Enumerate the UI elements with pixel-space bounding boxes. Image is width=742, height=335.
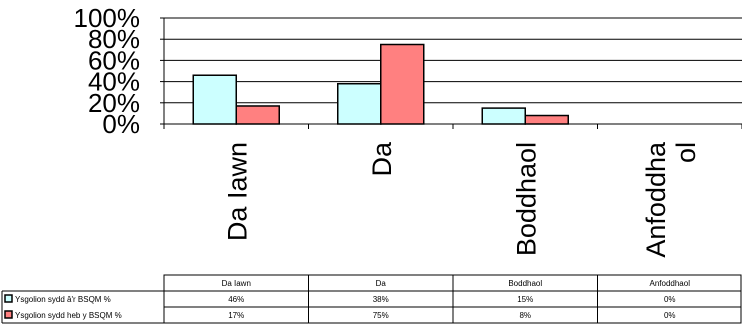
x-category-label: ol [671,142,701,163]
table-header-cell: Da Iawn [222,279,251,288]
y-tick-label: 100% [74,3,141,33]
y-tick-label: 60% [88,45,140,75]
table-value-cell: 8% [519,311,531,320]
gridlines [164,17,742,104]
y-tick-label: 20% [88,88,140,118]
table-value-cell: 38% [373,295,389,304]
table-value-cell: 46% [228,295,244,304]
y-tick-label: 40% [88,67,140,97]
y-tick-label: 80% [88,24,140,54]
bar-without-bsqm [235,105,280,125]
series-name: Ysgolion sydd â'r BSQM % [15,295,111,304]
bar-with-bsqm [192,74,237,125]
table-header-cell: Boddhaol [508,279,542,288]
y-tick-labels: 0%20%40%60%80%100% [74,3,141,139]
y-tick-label: 0% [102,109,140,139]
series-name: Ysgolion sydd heb y BSQM % [15,311,122,320]
x-category-label: Boddhaol [511,142,541,256]
bar-with-bsqm [481,107,526,125]
table-value-cell: 0% [664,311,676,320]
bar-with-bsqm [337,82,382,125]
data-table: Da Iawn Da Boddhaol Anfoddhaol Ysgolion sydd… [1,274,742,324]
table-value-cell: 15% [517,295,533,304]
table-header-cell: Da [376,279,387,288]
bar-without-bsqm [380,43,425,125]
bars [192,43,569,125]
table-value-cell: 17% [228,311,244,320]
table-value-cell: 0% [664,295,676,304]
axes [160,17,742,129]
bar-without-bsqm [524,114,569,125]
legend-swatch-without-bsqm [4,310,13,319]
table-value-cell: 75% [373,311,389,320]
x-category-label: Da Iawn [222,142,252,241]
x-category-label: Anfoddha [641,141,671,258]
table-header-cell: Anfoddhaol [650,279,691,288]
x-category-label: Da [367,141,397,176]
x-category-labels: Da Iawn Da Boddhaol Anfoddha ol [222,141,701,258]
legend-swatch-with-bsqm [4,294,13,303]
